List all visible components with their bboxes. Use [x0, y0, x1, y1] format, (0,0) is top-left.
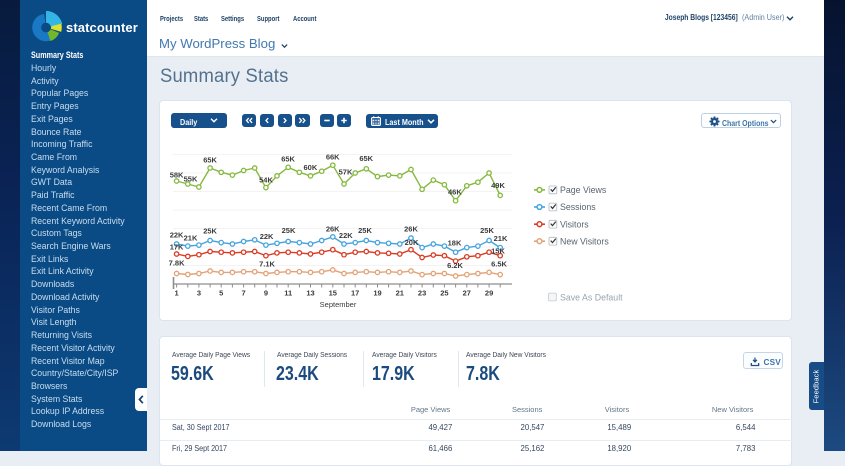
svg-text:20K: 20K [405, 238, 419, 247]
svg-text:11: 11 [284, 289, 292, 298]
svg-text:Sessions: Sessions [560, 202, 596, 212]
svg-text:25: 25 [440, 289, 448, 298]
svg-text:Page Views: Page Views [560, 185, 607, 195]
svg-text:46K: 46K [448, 188, 462, 197]
svg-text:25K: 25K [480, 226, 494, 235]
svg-text:49K: 49K [491, 181, 505, 190]
svg-text:9: 9 [264, 289, 268, 298]
svg-text:54K: 54K [259, 176, 273, 185]
svg-text:15K: 15K [491, 247, 505, 256]
svg-text:September: September [320, 300, 357, 309]
svg-text:17K: 17K [170, 243, 184, 252]
svg-text:1: 1 [175, 289, 179, 298]
svg-text:57K: 57K [339, 168, 353, 177]
svg-text:65K: 65K [359, 154, 373, 163]
svg-text:7.8K: 7.8K [169, 259, 185, 268]
svg-text:22K: 22K [260, 232, 274, 241]
svg-text:21K: 21K [494, 234, 508, 243]
svg-text:25K: 25K [203, 227, 217, 236]
svg-text:26K: 26K [326, 225, 340, 234]
svg-text:New Visitors: New Visitors [560, 236, 609, 246]
svg-text:13: 13 [306, 289, 314, 298]
svg-text:27: 27 [463, 289, 471, 298]
svg-text:21K: 21K [184, 234, 198, 243]
svg-text:26K: 26K [404, 225, 418, 234]
svg-text:6.5K: 6.5K [491, 260, 507, 269]
svg-text:21: 21 [396, 289, 404, 298]
svg-text:22K: 22K [339, 231, 353, 240]
svg-text:5: 5 [219, 289, 223, 298]
svg-text:23: 23 [418, 289, 426, 298]
svg-text:65K: 65K [281, 155, 295, 164]
svg-text:3: 3 [197, 289, 201, 298]
svg-text:Visitors: Visitors [560, 219, 589, 229]
svg-text:58K: 58K [170, 171, 184, 180]
svg-text:25K: 25K [358, 226, 372, 235]
svg-text:55K: 55K [184, 175, 198, 184]
svg-text:66K: 66K [326, 153, 340, 162]
svg-text:65K: 65K [203, 156, 217, 165]
svg-text:25K: 25K [282, 226, 296, 235]
svg-text:22K: 22K [170, 231, 184, 240]
svg-text:17: 17 [351, 289, 359, 298]
svg-text:7: 7 [242, 289, 246, 298]
svg-text:29: 29 [485, 289, 493, 298]
svg-text:Save As Default: Save As Default [560, 292, 623, 302]
svg-text:18K: 18K [448, 239, 462, 248]
svg-text:60K: 60K [304, 163, 318, 172]
svg-text:19: 19 [373, 289, 381, 298]
svg-text:15: 15 [329, 289, 337, 298]
svg-text:7.1K: 7.1K [259, 260, 275, 269]
svg-text:6.2K: 6.2K [447, 261, 463, 270]
